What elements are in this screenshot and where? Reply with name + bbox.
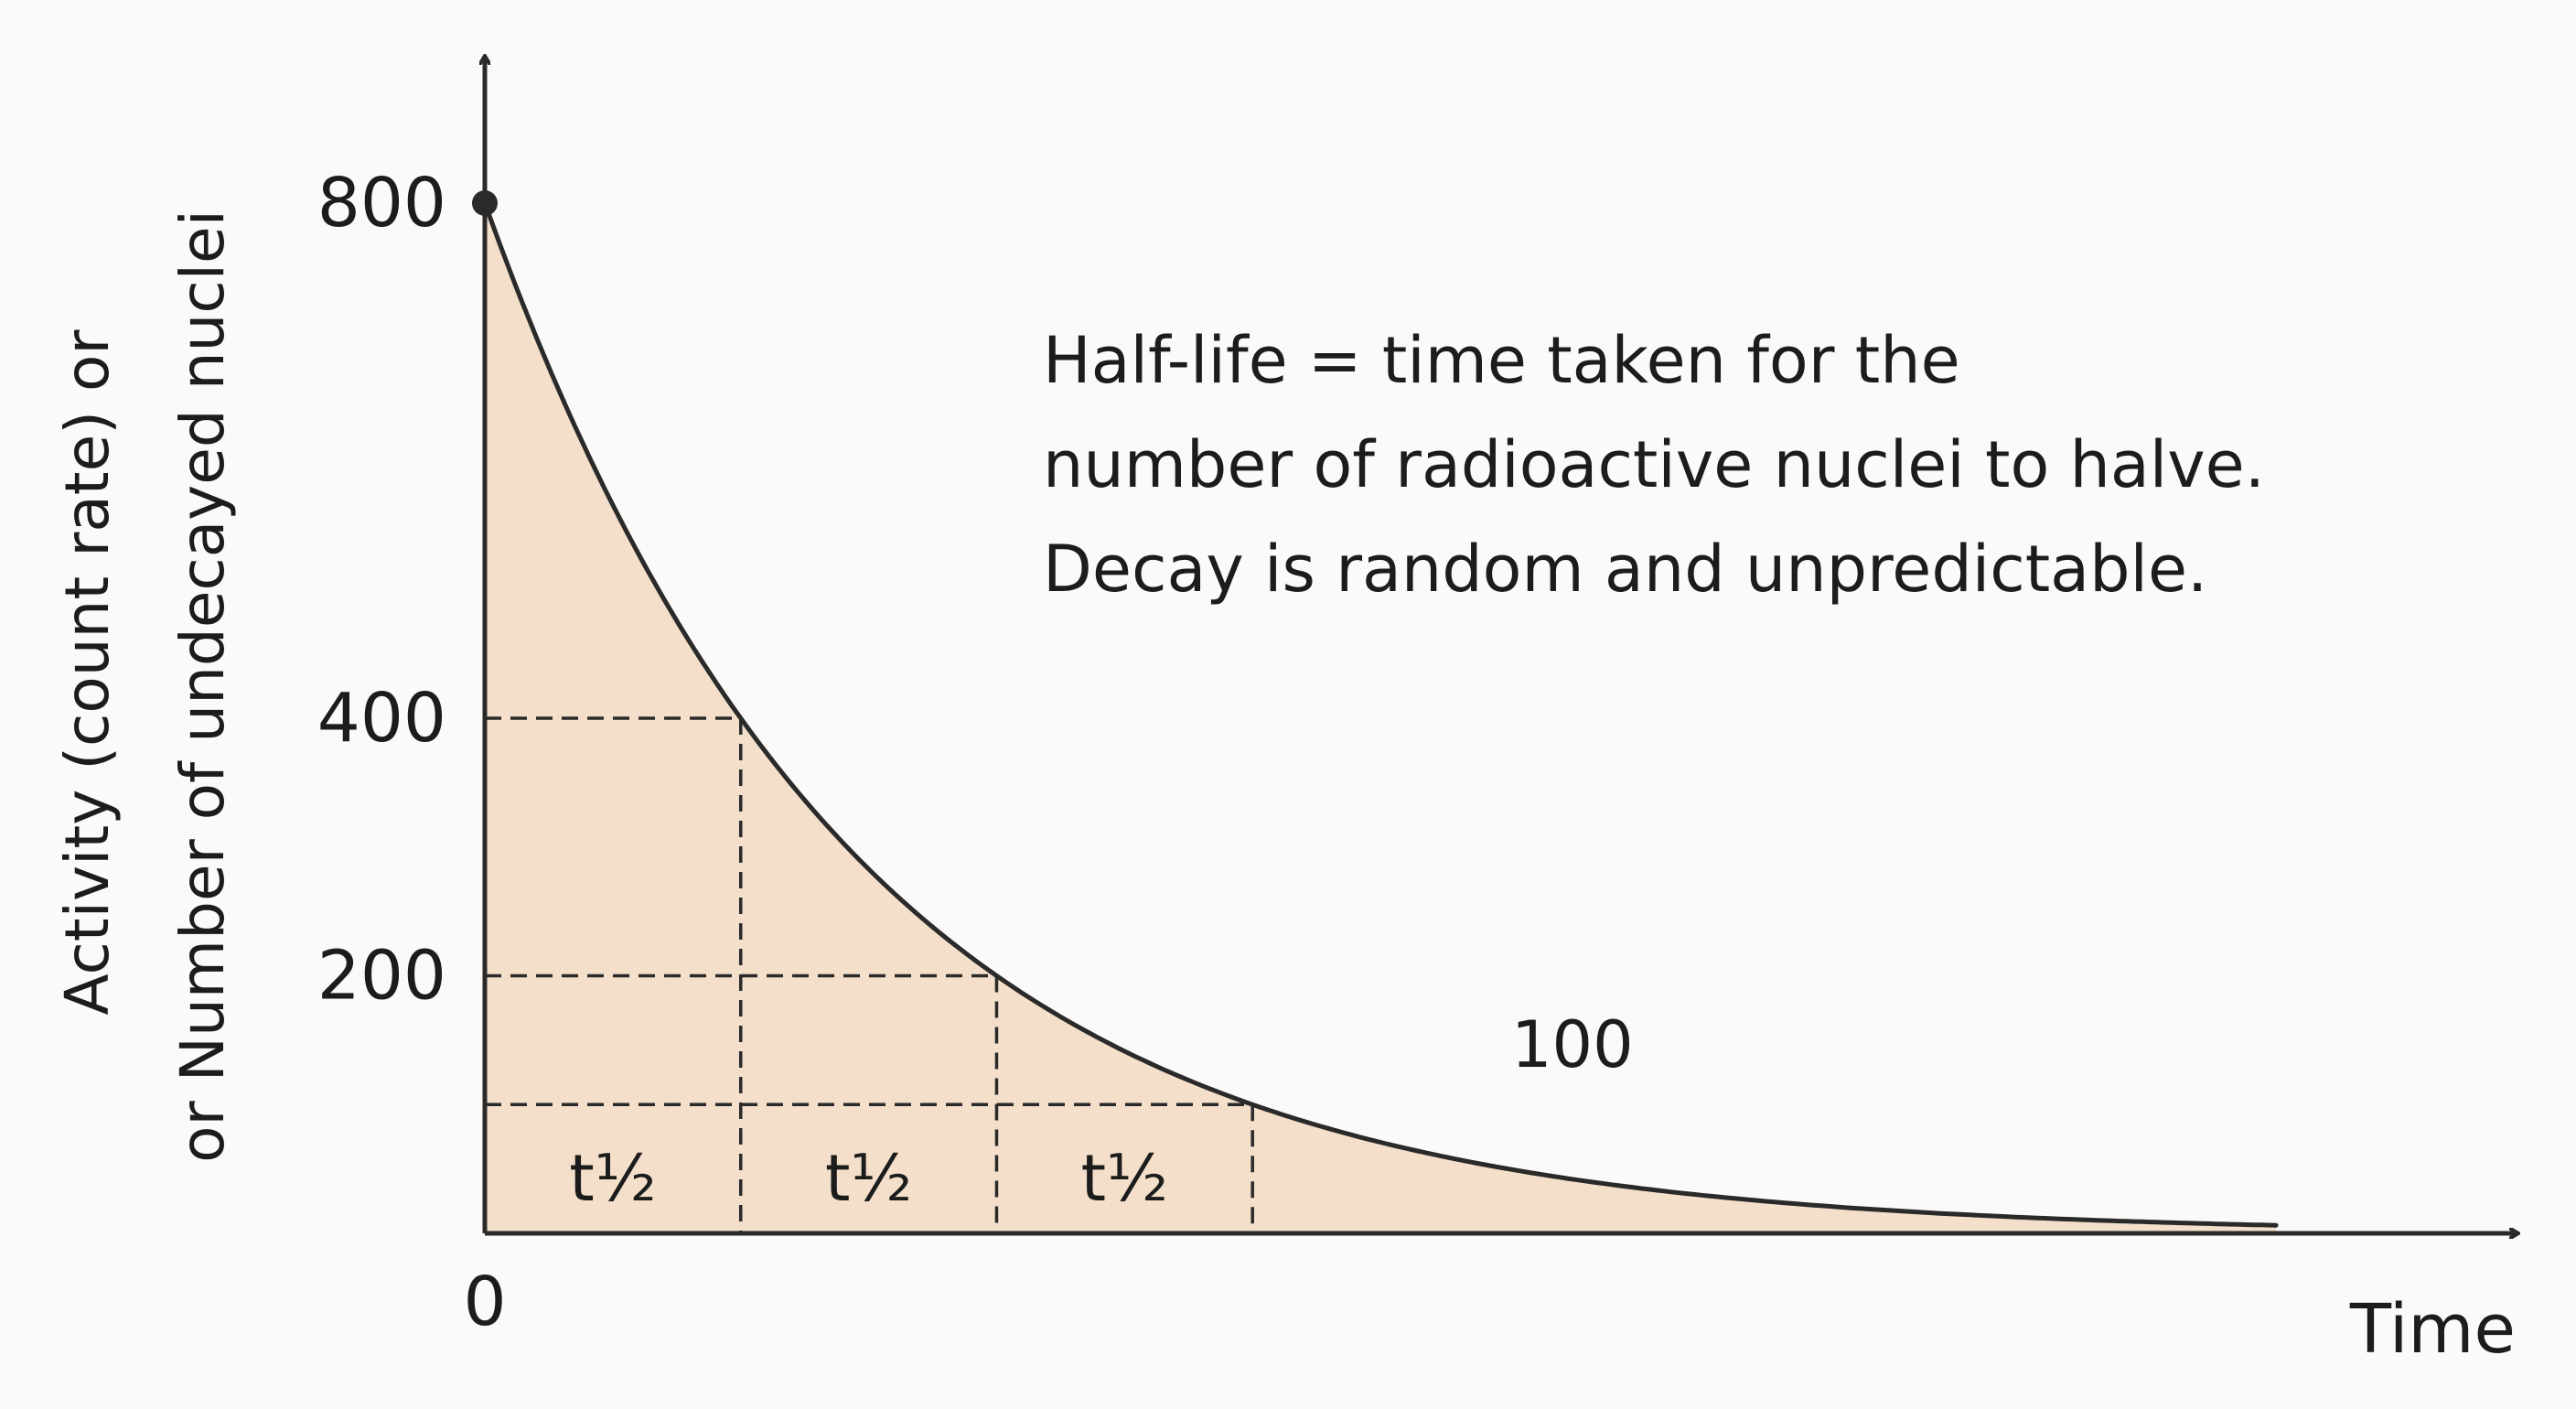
y-axis-label: Activity (count rate) or or Number of un…	[52, 210, 238, 1163]
half-life-annotation: Half-life = time taken for the number of…	[1043, 323, 2265, 607]
half-life-label: t½	[825, 1141, 912, 1216]
y-tick-label: 400	[317, 679, 446, 758]
annotation-line-3: Decay is random and unpredictable.	[1043, 532, 2207, 607]
point-label-100: 100	[1511, 1007, 1634, 1082]
annotation-line-2: number of radioactive nuclei to halve.	[1043, 427, 2265, 502]
half-life-label: t½	[569, 1141, 656, 1216]
tick-layer: 800 400 200	[317, 164, 446, 1016]
y-axis-label-line-2: or Number of undecayed nuclei	[167, 210, 238, 1163]
y-tick-label: 800	[317, 164, 446, 242]
x-axis-label: Time	[2349, 1290, 2516, 1369]
half-life-label: t½	[1081, 1141, 1168, 1216]
origin-label: 0	[463, 1263, 506, 1341]
y-tick-label: 200	[317, 937, 446, 1016]
y-axis-label-line-1: Activity (count rate) or	[52, 329, 123, 1016]
annotation-line-1: Half-life = time taken for the	[1043, 323, 1960, 398]
